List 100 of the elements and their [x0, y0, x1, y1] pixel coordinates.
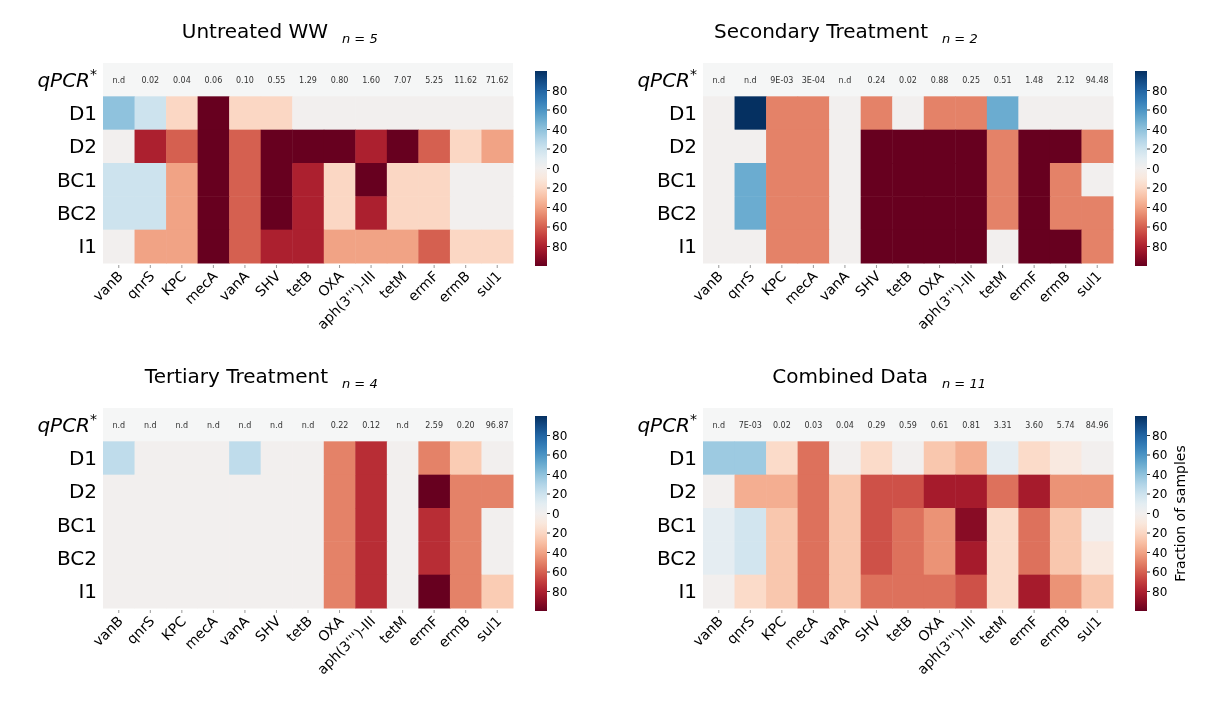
color-bar-label: 80	[1152, 239, 1168, 254]
color-bar-label: 80	[552, 428, 568, 443]
text: n.d	[712, 420, 726, 430]
text: n.d	[143, 420, 157, 430]
text: 7.07	[393, 75, 412, 85]
text: 0.12	[362, 420, 380, 430]
y-tick-label: D2	[668, 134, 697, 159]
text: 9E-03	[770, 75, 794, 85]
color-bar-label: 40	[552, 122, 568, 137]
text: n.d	[743, 75, 757, 85]
text: 3.60	[1025, 420, 1044, 430]
text: 94.48	[1085, 75, 1109, 85]
chart-subtitle: n = 4	[342, 376, 378, 391]
text: n.d	[238, 420, 252, 430]
y-tick-label: D1	[668, 101, 697, 125]
color-bar-title: Fraction of samples	[1172, 445, 1188, 582]
color-bar-label: 20	[552, 142, 568, 156]
y-tick-label: D1	[68, 101, 97, 125]
text: n.d	[838, 75, 852, 85]
text: 0.88	[930, 75, 949, 85]
text: 0.03	[804, 420, 823, 430]
color-bar-label: 40	[1152, 200, 1168, 215]
text: 0.22	[330, 420, 349, 430]
text: 2.59	[425, 420, 444, 430]
color-bar-label: 0	[1152, 506, 1160, 521]
text: 0.81	[962, 420, 980, 430]
text: 5.25	[425, 75, 444, 85]
y-tick-label: BC1	[56, 167, 97, 192]
text: 2.12	[1056, 75, 1075, 85]
y-tick-label: qPCR$^{*}$	[637, 410, 697, 437]
color-bar-label: 0	[552, 161, 560, 176]
text: 11.62	[454, 75, 478, 85]
text: n.d	[396, 420, 409, 430]
y-tick-label: BC1	[656, 167, 697, 192]
color-bar-label: 80	[552, 584, 568, 599]
color-bar-label: 80	[1152, 83, 1168, 98]
color-bar-label: 60	[1152, 448, 1168, 462]
text: 0.80	[330, 75, 349, 85]
color-bar-label: 60	[552, 103, 568, 117]
text: 71.62	[485, 75, 509, 85]
color-bar-label: 60	[552, 220, 568, 234]
text: 0.59	[899, 420, 917, 430]
y-tick-label: BC2	[656, 201, 697, 225]
color-bar-label: 40	[552, 200, 568, 215]
chart-subtitle: n = 5	[342, 31, 378, 46]
y-tick-label: D1	[68, 446, 97, 470]
y-tick-label: BC1	[56, 512, 97, 537]
y-tick-label: I1	[78, 579, 97, 604]
color-bar-label: 80	[1152, 584, 1168, 599]
text: 3E-04	[801, 75, 825, 85]
color-bar-label: 20	[1152, 487, 1168, 501]
color-bar-label: 40	[1152, 467, 1168, 482]
color-bar-label: 20	[552, 181, 568, 195]
text: 1.48	[1025, 75, 1044, 85]
chart-title: Untreated WW	[181, 19, 329, 43]
text: 84.96	[1085, 420, 1109, 430]
color-bar-label: 80	[552, 83, 568, 98]
text: 0.51	[993, 75, 1012, 85]
text: 0.02	[772, 420, 791, 430]
y-tick-label: BC2	[56, 201, 97, 225]
text: n.d	[207, 420, 220, 430]
color-bar-label: 0	[552, 506, 560, 521]
color-bar-label: 60	[1152, 103, 1168, 117]
color-bar-label: 80	[552, 239, 568, 254]
text: 7E-03	[738, 420, 762, 430]
text: n.d	[175, 420, 189, 430]
text: 0.04	[172, 75, 191, 85]
color-bar-label: 40	[1152, 122, 1168, 137]
color-bar-label: 20	[552, 487, 568, 501]
text: 0.61	[930, 420, 949, 430]
y-tick-label: I1	[78, 234, 97, 259]
color-bar-label: 60	[552, 565, 568, 579]
chart-subtitle: n = 2	[942, 31, 978, 46]
y-tick-label: BC2	[656, 546, 697, 570]
color-bar-label: 20	[1152, 526, 1168, 540]
color-bar-label: 40	[552, 467, 568, 482]
text: n.d	[112, 75, 126, 85]
text: 0.29	[867, 420, 886, 430]
y-tick-label: I1	[678, 234, 697, 259]
text: 0.55	[267, 75, 286, 85]
chart-title: Combined Data	[772, 364, 928, 388]
y-tick-label: I1	[678, 579, 697, 604]
color-bar-label: 60	[552, 448, 568, 462]
y-tick-label: D2	[68, 134, 97, 159]
y-tick-label: qPCR$^{*}$	[37, 65, 97, 92]
y-tick-label: D1	[668, 446, 697, 470]
chart-subtitle: n = 11	[942, 376, 986, 391]
y-tick-label: D2	[68, 479, 97, 504]
text: 3.31	[993, 420, 1012, 430]
text: 0.06	[204, 75, 223, 85]
text: 0.24	[867, 75, 886, 85]
color-bar-label: 60	[1152, 565, 1168, 579]
y-tick-label: BC1	[656, 512, 697, 537]
text: 1.29	[299, 75, 317, 85]
text: 96.87	[485, 420, 509, 430]
color-bar-label: 20	[1152, 142, 1168, 156]
y-tick-label: BC2	[56, 546, 97, 570]
color-bar-label: 20	[552, 526, 568, 540]
chart-title: Tertiary Treatment	[143, 364, 329, 388]
text: 0.25	[962, 75, 980, 85]
